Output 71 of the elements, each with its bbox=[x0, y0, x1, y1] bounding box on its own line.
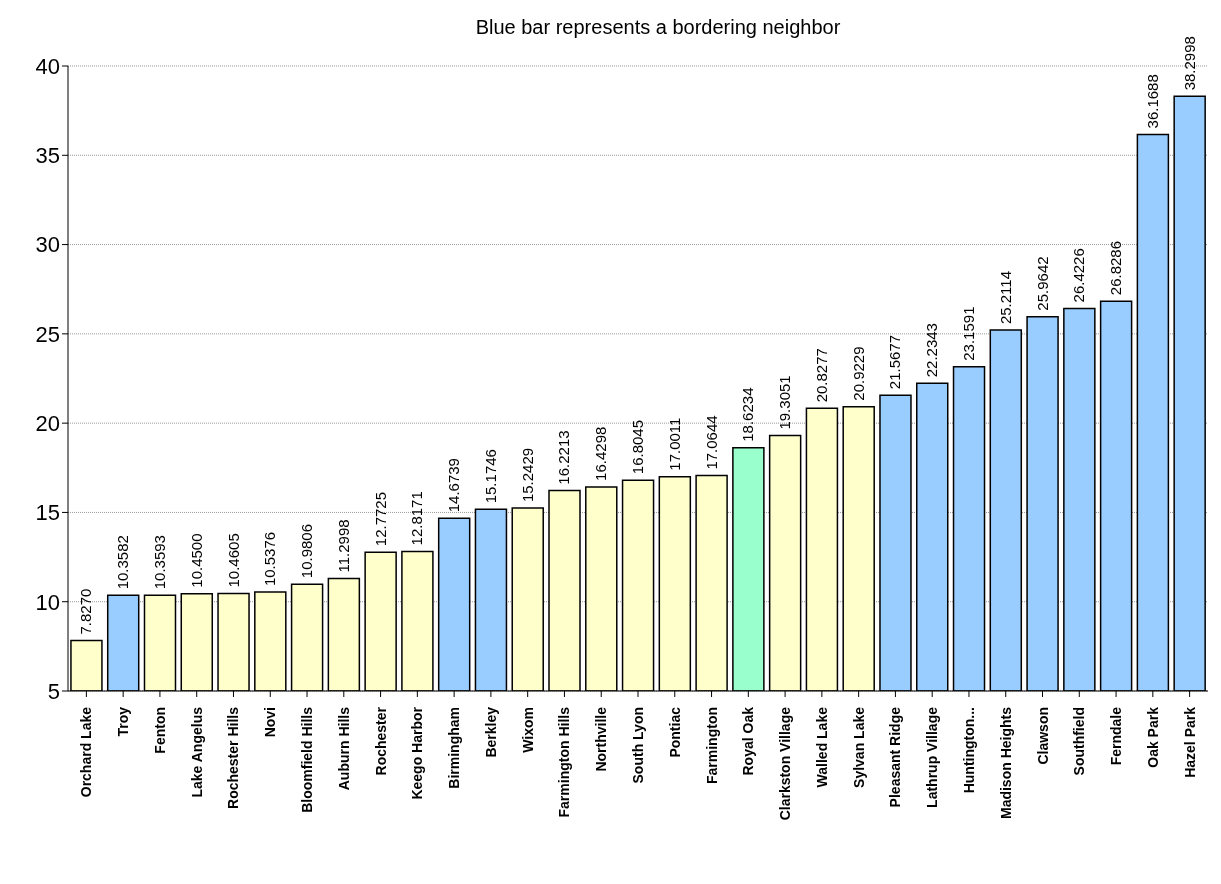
x-tick-label: Clarkston Village bbox=[777, 706, 794, 821]
y-tick-label: 25 bbox=[35, 321, 60, 347]
x-tick-label: Lathrup Village bbox=[924, 706, 941, 808]
y-tick-label: 5 bbox=[47, 678, 60, 704]
x-tick-label: Sylvan Lake bbox=[850, 706, 867, 788]
x-tick-label: Clawson bbox=[1034, 707, 1051, 765]
x-tick-label: Fenton bbox=[151, 707, 168, 754]
x-tick-label: Troy bbox=[115, 706, 132, 737]
data-label: 38.2998 bbox=[1180, 36, 1198, 91]
data-label: 16.2213 bbox=[555, 430, 573, 485]
x-tick-label: Northville bbox=[593, 706, 610, 772]
x-tick-label: Birmingham bbox=[446, 707, 463, 789]
data-label: 10.3593 bbox=[150, 535, 168, 590]
x-tick-label: Bloomfield Hills bbox=[299, 706, 316, 813]
y-tick-label: 20 bbox=[35, 410, 60, 436]
data-label: 17.0011 bbox=[665, 417, 683, 471]
chart-title: Blue bar represents a bordering neighbor bbox=[475, 16, 841, 38]
x-tick-label: Berkley bbox=[482, 706, 499, 758]
data-label: 7.8270 bbox=[77, 588, 95, 635]
data-label: 10.3582 bbox=[114, 535, 132, 590]
data-label: 17.0644 bbox=[702, 415, 720, 470]
x-tick-label: Rochester Hills bbox=[225, 706, 242, 809]
x-tick-label: Ferndale bbox=[1108, 706, 1125, 766]
data-label: 18.6234 bbox=[739, 387, 757, 442]
x-tick-label: Rochester bbox=[372, 706, 389, 776]
data-label: 36.1688 bbox=[1143, 74, 1161, 129]
x-tick-label: Farmington bbox=[703, 707, 720, 784]
data-label: 22.2343 bbox=[923, 323, 941, 378]
data-label: 11.2998 bbox=[334, 519, 352, 573]
y-tick-label: 30 bbox=[35, 232, 60, 258]
data-label: 12.7725 bbox=[371, 491, 389, 547]
data-label: 15.1746 bbox=[481, 449, 499, 504]
x-tick-label: South Lyon bbox=[630, 707, 646, 784]
x-tick-label: Wixom bbox=[519, 707, 536, 753]
x-tick-label: Huntington... bbox=[960, 707, 977, 794]
data-label: 20.8277 bbox=[812, 348, 830, 403]
data-label: 26.4226 bbox=[1070, 248, 1088, 303]
data-label: 25.9642 bbox=[1033, 256, 1051, 311]
data-label: 16.4298 bbox=[592, 426, 610, 481]
data-label: 10.9806 bbox=[298, 523, 316, 579]
x-tick-label: Walled Lake bbox=[813, 706, 830, 788]
data-label: 19.3051 bbox=[776, 375, 794, 430]
data-label: 23.1591 bbox=[960, 306, 978, 361]
y-tick-label: 10 bbox=[35, 589, 60, 615]
data-label: 14.6739 bbox=[445, 458, 463, 513]
data-label: 12.8171 bbox=[408, 491, 426, 546]
data-label: 16.8045 bbox=[629, 419, 647, 475]
y-tick-label: 35 bbox=[35, 143, 60, 169]
data-label: 20.9229 bbox=[849, 346, 867, 401]
data-label: 21.5677 bbox=[886, 334, 904, 390]
data-label: 10.4500 bbox=[187, 533, 205, 588]
data-label: 10.4605 bbox=[224, 533, 242, 588]
x-tick-label: Southfield bbox=[1071, 707, 1088, 776]
x-tick-label: Oak Park bbox=[1144, 706, 1161, 768]
data-label: 25.2114 bbox=[996, 270, 1014, 325]
x-tick-label: Pleasant Ridge bbox=[887, 706, 904, 808]
x-tick-label: Lake Angelus bbox=[188, 706, 205, 798]
x-tick-label: Pontiac bbox=[666, 706, 683, 758]
x-tick-label: Royal Oak bbox=[740, 706, 757, 776]
x-tick-label: Madison Heights bbox=[997, 706, 1014, 820]
x-tick-label: Auburn Hills bbox=[335, 706, 352, 791]
x-tick-label: Hazel Park bbox=[1181, 706, 1198, 778]
x-tick-label: Novi bbox=[262, 707, 279, 738]
y-tick-label: 40 bbox=[35, 53, 60, 79]
y-tick-label: 15 bbox=[35, 500, 60, 526]
x-tick-label: Orchard Lake bbox=[78, 706, 95, 798]
data-label: 26.8286 bbox=[1107, 240, 1125, 296]
x-tick-label: Farmington Hills bbox=[556, 706, 573, 818]
x-tick-label: Keego Harbor bbox=[409, 706, 426, 800]
data-label: 10.5376 bbox=[261, 531, 279, 587]
data-label: 15.2429 bbox=[518, 447, 536, 503]
